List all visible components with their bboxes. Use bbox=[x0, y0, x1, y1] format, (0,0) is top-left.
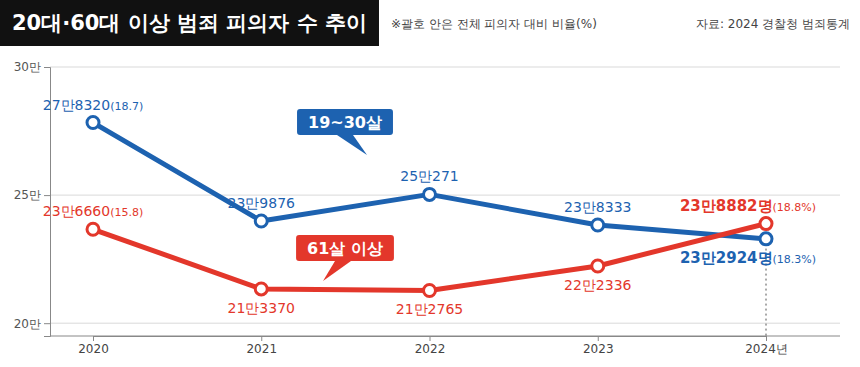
x-tick: 2024년 bbox=[745, 336, 788, 356]
y-tick: 30만 bbox=[14, 60, 50, 74]
marker bbox=[760, 233, 772, 245]
marker bbox=[255, 283, 267, 295]
series-label-box bbox=[296, 108, 394, 136]
chart-container: 20대·60대 이상 범죄 피의자 수 추이 ※괄호 안은 전체 피의자 대비 비… bbox=[0, 0, 860, 367]
title: 20대·60대 이상 범죄 피의자 수 추이 bbox=[12, 11, 367, 35]
x-tick: 2021 bbox=[246, 336, 277, 356]
y-tick-label: 30만 bbox=[14, 60, 41, 74]
y-tick-label: 25만 bbox=[14, 188, 41, 202]
x-tick-label: 2023 bbox=[583, 342, 614, 356]
data-labels: 27만8320(18.7) 23만9876 25만271 23만8333 23만2924… bbox=[43, 97, 816, 318]
marker bbox=[424, 188, 436, 200]
data-label: 27만8320(18.7) bbox=[43, 97, 144, 113]
data-label: 23만8333 bbox=[564, 199, 631, 215]
grid-line bbox=[50, 323, 840, 324]
y-tick-mark bbox=[44, 67, 50, 68]
x-tick-label: 2020 bbox=[78, 342, 109, 356]
data-label: 23만2924명(18.3%) bbox=[680, 249, 816, 267]
series-label: 19~30살 bbox=[296, 108, 394, 155]
marker bbox=[760, 218, 772, 230]
grid bbox=[50, 67, 840, 323]
series-line bbox=[93, 224, 766, 291]
marker bbox=[255, 215, 267, 227]
x-tick-label: 2022 bbox=[415, 342, 446, 356]
data-label: 21만3370 bbox=[228, 300, 295, 316]
x-tick: 2020 bbox=[78, 336, 109, 356]
x-tick-mark bbox=[261, 336, 262, 341]
series-label-box bbox=[295, 234, 395, 262]
x-tick-mark bbox=[766, 336, 767, 341]
x-tick-mark bbox=[598, 336, 599, 341]
x-axis: 2020 2021 2022 2023 2024년 bbox=[78, 336, 788, 356]
grid-line bbox=[50, 67, 840, 68]
source: 자료: 2024 경찰청 범죄통계 bbox=[696, 17, 850, 31]
marker bbox=[87, 117, 99, 129]
series-label-text: 61살 이상 bbox=[307, 239, 383, 258]
data-label: 23만6660(15.8) bbox=[43, 203, 144, 219]
series-label-pointer bbox=[337, 135, 367, 155]
x-tick-mark bbox=[430, 336, 431, 341]
y-tick-label: 20만 bbox=[14, 317, 41, 331]
x-tick-label: 2024년 bbox=[745, 342, 788, 356]
marker bbox=[592, 260, 604, 272]
x-axis-line bbox=[94, 337, 767, 342]
subtitle: ※괄호 안은 전체 피의자 대비 비율(%) bbox=[391, 17, 597, 31]
data-label: 22만2336 bbox=[564, 277, 632, 293]
data-label: 23만9876 bbox=[228, 195, 296, 211]
data-label: 25만271 bbox=[400, 168, 459, 184]
x-tick-label: 2021 bbox=[246, 342, 277, 356]
chart-svg: 20대·60대 이상 범죄 피의자 수 추이 ※괄호 안은 전체 피의자 대비 비… bbox=[0, 0, 860, 367]
plot-area bbox=[87, 117, 772, 297]
y-tick-mark bbox=[44, 323, 50, 324]
x-tick: 2022 bbox=[415, 336, 446, 356]
series-label-pointer bbox=[323, 261, 351, 281]
series-label: 61살 이상 bbox=[295, 234, 395, 281]
marker bbox=[87, 223, 99, 235]
y-tick: 25만 bbox=[14, 188, 50, 202]
data-label: 21만2765 bbox=[396, 301, 463, 317]
series-labels: 19~30살 61살 이상 bbox=[295, 108, 395, 281]
x-tick-mark bbox=[93, 336, 94, 341]
series-line bbox=[93, 123, 766, 239]
marker bbox=[424, 284, 436, 296]
marker bbox=[592, 219, 604, 231]
title-box bbox=[0, 0, 379, 46]
x-tick: 2023 bbox=[583, 336, 614, 356]
series-label-text: 19~30살 bbox=[308, 113, 382, 132]
y-tick: 20만 bbox=[14, 317, 50, 331]
y-tick-mark bbox=[44, 195, 50, 196]
data-label: 23만8882명(18.8%) bbox=[680, 197, 816, 215]
